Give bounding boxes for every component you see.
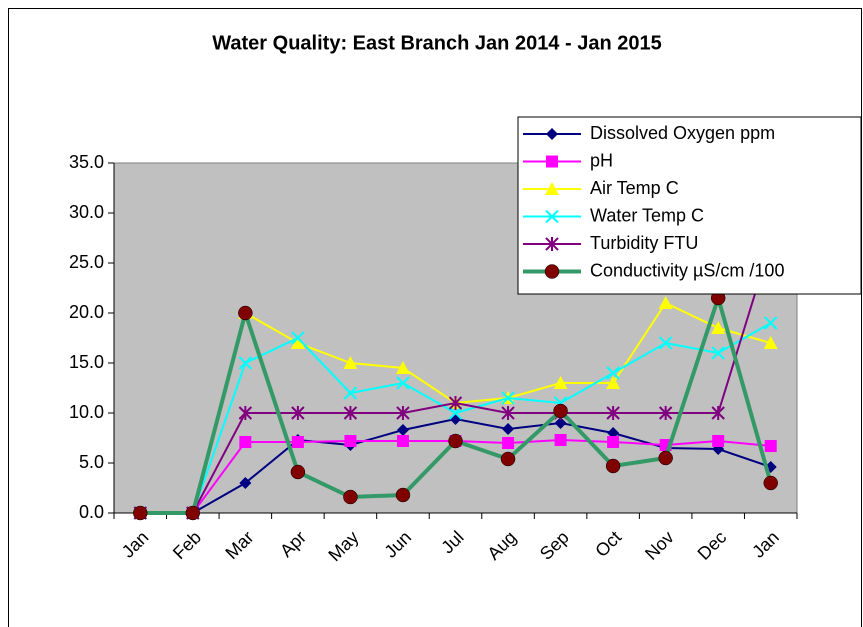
legend-label: Dissolved Oxygen ppm [590, 123, 775, 143]
legend-label: Conductivity µS/cm /100 [590, 260, 784, 280]
marker [607, 436, 620, 448]
marker [395, 487, 411, 503]
marker [239, 477, 252, 489]
legend-marker [545, 209, 559, 224]
marker [291, 436, 304, 448]
marker [238, 406, 253, 420]
legend-marker [546, 128, 558, 140]
marker [500, 451, 516, 467]
marker [712, 435, 725, 447]
marker [448, 433, 463, 449]
marker [502, 437, 515, 449]
y-tick-label: 5.0 [79, 452, 104, 472]
marker [395, 361, 410, 374]
legend-marker [546, 155, 558, 168]
marker [763, 336, 778, 349]
legend-label: Air Temp C [590, 178, 679, 198]
y-tick-label: 20.0 [69, 302, 104, 322]
marker [343, 386, 358, 400]
legend-label: pH [590, 150, 613, 170]
legend-marker [545, 237, 559, 251]
marker [239, 436, 252, 448]
marker [605, 458, 621, 474]
marker [238, 305, 253, 321]
marker [606, 406, 620, 420]
marker [606, 366, 620, 380]
chart-title: Water Quality: East Branch Jan 2014 - Ja… [212, 32, 661, 54]
marker [554, 434, 567, 446]
marker [502, 423, 515, 435]
marker [554, 417, 567, 429]
y-tick-label: 0.0 [79, 502, 104, 522]
y-tick-label: 25.0 [69, 252, 104, 272]
marker [448, 406, 463, 420]
y-tick-label: 30.0 [69, 202, 104, 222]
marker [396, 376, 410, 390]
legend-marker [545, 182, 559, 195]
marker [606, 376, 621, 389]
marker [553, 403, 568, 419]
marker [396, 424, 409, 436]
legend-label: Turbidity FTU [590, 233, 698, 253]
marker [290, 336, 305, 349]
marker [658, 450, 673, 466]
marker [133, 505, 148, 521]
y-tick-label: 15.0 [69, 352, 104, 372]
y-tick-label: 10.0 [69, 402, 104, 422]
legend-label: Water Temp C [590, 205, 704, 225]
marker [343, 406, 358, 420]
marker [291, 406, 305, 420]
y-tick-label: 35.0 [69, 152, 104, 172]
marker [764, 440, 777, 452]
marker [658, 406, 673, 420]
marker [238, 356, 253, 370]
marker [711, 346, 725, 360]
legend-marker [544, 264, 560, 279]
marker [343, 356, 358, 369]
marker [344, 435, 357, 447]
marker [396, 435, 409, 447]
marker [343, 489, 358, 505]
marker [501, 406, 515, 420]
marker [553, 376, 568, 389]
marker [185, 505, 201, 521]
marker [763, 475, 778, 491]
marker [711, 321, 726, 334]
marker [711, 406, 725, 420]
marker [290, 464, 306, 480]
marker [658, 336, 673, 350]
legend-box [517, 116, 862, 295]
marker [291, 331, 305, 345]
marker [396, 406, 410, 420]
marker [658, 296, 673, 309]
marker [448, 396, 463, 410]
marker [501, 391, 515, 405]
marker [764, 316, 778, 330]
